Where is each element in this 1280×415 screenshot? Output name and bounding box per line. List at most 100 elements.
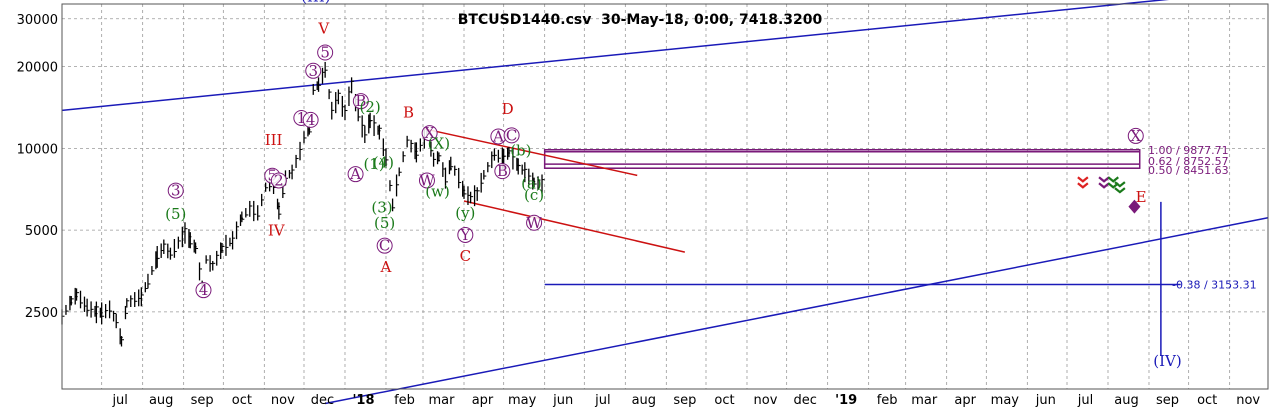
x-tick-label: dec xyxy=(311,393,334,408)
wave-label-circle xyxy=(421,125,438,142)
wave-label: (c) xyxy=(524,186,544,204)
x-tick-label: jul xyxy=(594,393,610,408)
trend-lines xyxy=(61,0,1269,405)
x-tick-label: dec xyxy=(793,393,816,408)
x-axis: jul aug sep oct nov dec '18 feb mar apr may jun jul a… xyxy=(111,393,1260,408)
x-tick-label: nov xyxy=(754,393,778,408)
wave-label: C xyxy=(379,237,390,255)
fib-levels: 1.00 / 9877.710.62 / 8752.570.50 / 8451.… xyxy=(543,144,1257,291)
fib-level-label: 0.62 / 8752.57 xyxy=(1148,155,1229,168)
wave-label: (b) xyxy=(510,142,531,160)
x-tick-label: jun xyxy=(1035,393,1056,408)
x-tick-label: aug xyxy=(632,393,656,408)
x-tick-label: oct xyxy=(1197,393,1217,408)
wave-label-circle xyxy=(494,163,511,180)
x-tick-label: may xyxy=(508,393,537,408)
fib-level-label: -0.38 / 3153.31 xyxy=(1172,278,1257,291)
plot-frame xyxy=(61,3,1269,390)
wave-label: (3) xyxy=(371,199,392,217)
wave-label-circle xyxy=(167,182,184,199)
trend-line xyxy=(463,200,686,253)
x-tick-label: may xyxy=(991,393,1020,408)
wave-label: B xyxy=(403,103,414,121)
wave-label-circle xyxy=(457,226,474,243)
wave-label: X xyxy=(1130,127,1141,145)
wave-label-circle xyxy=(270,172,287,189)
x-tick-label: oct xyxy=(714,393,734,408)
x-tick-label: jun xyxy=(552,393,573,408)
y-tick-label: 30000 xyxy=(17,13,58,28)
x-tick-label: sep xyxy=(673,393,696,408)
price-series xyxy=(61,61,545,347)
wave-label: C xyxy=(460,247,471,265)
wave-label: (5) xyxy=(374,214,395,232)
wave-label: D xyxy=(502,100,514,118)
wave-label: (III) xyxy=(301,0,330,5)
projection-marker xyxy=(1128,199,1141,214)
wave-label: 4 xyxy=(199,281,209,299)
wave-label: W xyxy=(526,214,542,232)
wave-label-circle xyxy=(352,93,369,110)
x-tick-label: jul xyxy=(111,393,127,408)
fib-level-label: 0.50 / 8451.63 xyxy=(1148,164,1229,177)
y-axis: 30000 20000 10000 5000 2500 xyxy=(17,13,58,321)
wave-label-circle xyxy=(302,111,319,128)
wave-label-circle xyxy=(317,44,334,61)
fib-level-label: 1.00 / 9877.71 xyxy=(1148,144,1229,157)
wave-label-circle xyxy=(418,172,435,189)
fib-band xyxy=(543,149,1141,169)
x-tick-label: feb xyxy=(877,393,898,408)
trend-line xyxy=(424,128,638,177)
x-tick-label: nov xyxy=(271,393,295,408)
x-tick-label: aug xyxy=(1114,393,1138,408)
wave-label: (y) xyxy=(455,204,475,222)
wave-label: A xyxy=(380,258,392,276)
trend-line xyxy=(325,217,1269,405)
wave-label: (w) xyxy=(425,182,450,200)
wave-label: (2) xyxy=(359,98,380,116)
wave-label-circle xyxy=(195,282,212,299)
x-tick-label: feb xyxy=(394,393,415,408)
y-tick-label: 10000 xyxy=(17,142,58,157)
wave-label: (IV) xyxy=(1153,352,1181,370)
wave-label: V xyxy=(317,19,330,37)
wave-label: (X) xyxy=(428,134,450,152)
wave-label-circle xyxy=(526,214,543,231)
x-tick-label: '18 xyxy=(352,393,374,408)
projection-marker xyxy=(1098,176,1110,189)
wave-label: B xyxy=(355,92,366,110)
wave-label-circle xyxy=(503,127,520,144)
wave-label: X xyxy=(424,124,435,142)
projection-marker xyxy=(1077,176,1089,189)
wave-label-circle xyxy=(347,166,364,183)
wave-label-circle xyxy=(305,62,322,79)
wave-label-circle xyxy=(376,237,393,254)
projection-markers xyxy=(1077,176,1141,214)
wave-label: (a) xyxy=(521,175,542,193)
wave-label: W xyxy=(419,171,435,189)
x-tick-label: apr xyxy=(954,393,976,408)
wave-label: 5 xyxy=(267,167,277,185)
wave-label: C xyxy=(506,126,517,144)
wave-label: (5) xyxy=(165,205,186,223)
chart-title: BTCUSD1440.csv 30-May-18, 0:00, 7418.320… xyxy=(458,12,823,28)
x-tick-label: sep xyxy=(1156,393,1179,408)
x-tick-label: oct xyxy=(232,393,252,408)
wave-label: 3 xyxy=(308,62,318,80)
x-tick-label: apr xyxy=(472,393,494,408)
wave-label: (1) xyxy=(363,155,384,173)
y-tick-label: 20000 xyxy=(17,61,58,76)
wave-label-circle xyxy=(1127,127,1144,144)
wave-label: IV xyxy=(268,221,286,239)
wave-label: 1 xyxy=(297,109,307,127)
y-tick-label: 5000 xyxy=(25,224,58,239)
x-tick-label: aug xyxy=(149,393,173,408)
y-tick-label: 2500 xyxy=(25,306,58,321)
chart-grid xyxy=(62,4,1268,389)
x-tick-label: '19 xyxy=(835,393,857,408)
x-tick-label: mar xyxy=(429,393,456,408)
x-tick-label: mar xyxy=(911,393,938,408)
wave-label: (4) xyxy=(373,154,394,172)
x-tick-label: sep xyxy=(191,393,214,408)
